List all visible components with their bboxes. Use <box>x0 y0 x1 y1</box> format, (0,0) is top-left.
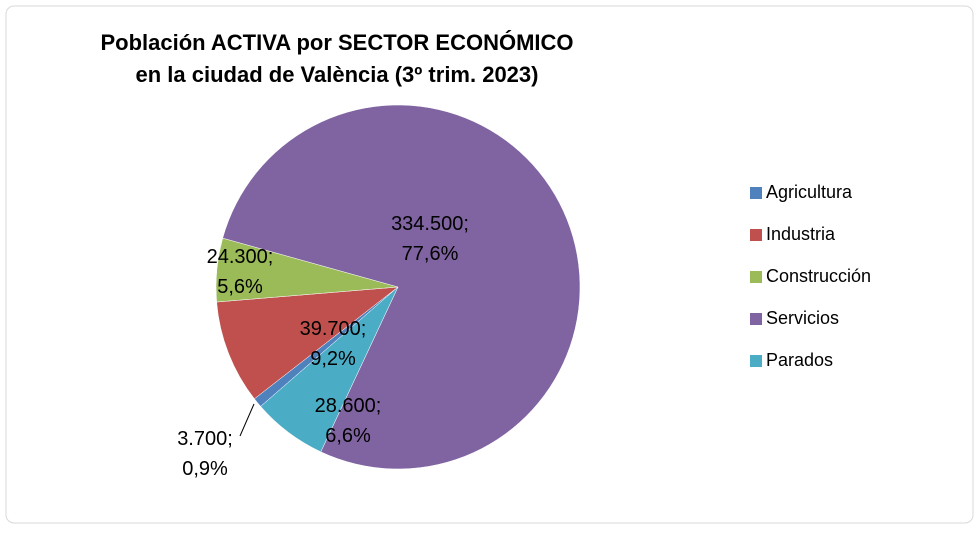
data-label-line: 334.500; <box>391 213 469 235</box>
legend-label: Servicios <box>766 308 839 328</box>
legend-label: Industria <box>766 224 836 244</box>
data-label-line: 77,6% <box>402 243 459 265</box>
data-label-line: 39.700; <box>300 318 367 340</box>
data-label: 334.500; 77,6% <box>391 213 469 265</box>
pie-slice <box>260 286 399 453</box>
legend-swatch <box>750 271 762 283</box>
legend-swatch <box>750 229 762 241</box>
legend-label: Agricultura <box>766 182 853 202</box>
data-label-line: 6,6% <box>325 425 371 447</box>
legend-label: Parados <box>766 350 833 370</box>
data-label: 3.700; 0,9% <box>177 428 233 480</box>
data-label: 39.700; 9,2% <box>300 318 367 370</box>
legend-label: Construcción <box>766 266 871 286</box>
pie-slice <box>222 104 581 470</box>
data-label-line: 5,6% <box>217 276 263 298</box>
chart-title: Población ACTIVA por SECTOR ECONÓMICO <box>100 30 573 55</box>
data-label-line: 24.300; <box>207 246 274 268</box>
data-label: 28.600; 6,6% <box>315 395 382 447</box>
legend-swatch <box>750 313 762 325</box>
data-label: 24.300; 5,6% <box>207 246 274 298</box>
pie-slice <box>216 286 399 400</box>
leader-line <box>239 403 255 437</box>
data-label-line: 28.600; <box>315 395 382 417</box>
chart-title: en la ciudad de València (3º trim. 2023) <box>136 62 539 87</box>
legend-swatch <box>750 187 762 199</box>
legend-swatch <box>750 355 762 367</box>
data-label-line: 0,9% <box>182 458 228 480</box>
data-label-line: 3.700; <box>177 428 233 450</box>
data-label-line: 9,2% <box>310 348 356 370</box>
